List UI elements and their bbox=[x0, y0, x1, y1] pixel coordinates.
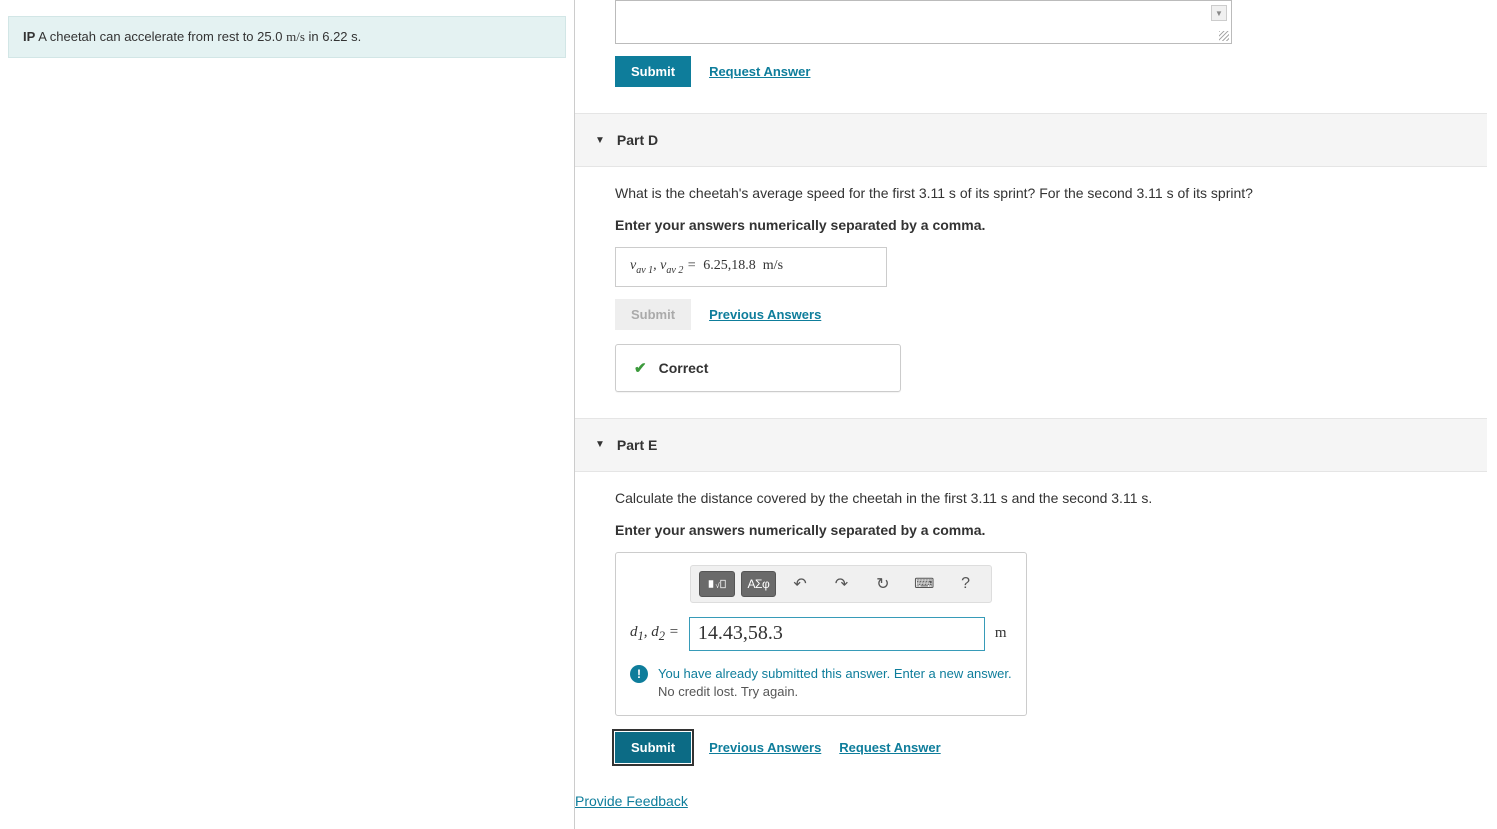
previous-answers-link[interactable]: Previous Answers bbox=[709, 740, 821, 755]
part-d-body: What is the cheetah's average speed for … bbox=[575, 167, 1487, 392]
collapse-icon: ▼ bbox=[595, 439, 605, 450]
problem-text-a: A cheetah can accelerate from rest to bbox=[35, 29, 257, 44]
part-d-instruction: Enter your answers numerically separated… bbox=[615, 217, 1487, 233]
keyboard-button[interactable]: ⌨ bbox=[906, 571, 941, 597]
page-layout: IP A cheetah can accelerate from rest to… bbox=[0, 0, 1497, 829]
problem-prefix: IP bbox=[23, 29, 35, 44]
info-icon: ! bbox=[630, 665, 648, 683]
problem-text-b: in 6.22 s. bbox=[305, 29, 361, 44]
part-d-header[interactable]: ▼ Part D bbox=[575, 113, 1487, 167]
request-answer-link[interactable]: Request Answer bbox=[839, 740, 940, 755]
reset-button[interactable]: ↻ bbox=[865, 571, 900, 597]
part-d-vars: vav 1, vav 2 = bbox=[630, 258, 696, 273]
template-button[interactable]: √ bbox=[699, 571, 735, 597]
part-e-vars: d1, d2 = bbox=[630, 624, 679, 644]
redo-button[interactable]: ↷ bbox=[824, 571, 859, 597]
provide-feedback-link[interactable]: Provide Feedback bbox=[575, 793, 688, 809]
notice-line-1: You have already submitted this answer. … bbox=[658, 665, 1012, 683]
greek-button[interactable]: ΑΣφ bbox=[741, 571, 777, 597]
resize-grip-icon[interactable] bbox=[1219, 31, 1229, 41]
part-d-answer-value: 6.25,18.8 bbox=[703, 258, 756, 273]
problem-statement: IP A cheetah can accelerate from rest to… bbox=[8, 16, 566, 58]
part-d-answer-display: vav 1, vav 2 = 6.25,18.8 m/s bbox=[615, 247, 887, 287]
notice-text: You have already submitted this answer. … bbox=[658, 665, 1012, 701]
part-e-body: Calculate the distance covered by the ch… bbox=[575, 472, 1487, 763]
collapse-icon: ▼ bbox=[595, 135, 605, 146]
part-e-title: Part E bbox=[617, 437, 657, 453]
part-e-question: Calculate the distance covered by the ch… bbox=[615, 490, 1487, 506]
undo-button[interactable]: ↶ bbox=[782, 571, 817, 597]
part-e-unit: m bbox=[995, 625, 1007, 642]
part-e-button-row: Submit Previous Answers Request Answer bbox=[615, 732, 1487, 763]
correct-label: Correct bbox=[659, 360, 709, 376]
notice-line-2: No credit lost. Try again. bbox=[658, 683, 1012, 701]
part-d-unit: m/s bbox=[763, 258, 783, 273]
part-d-title: Part D bbox=[617, 132, 658, 148]
submit-button[interactable]: Submit bbox=[615, 56, 691, 87]
problem-unit: m/s bbox=[286, 29, 305, 44]
top-button-row: Submit Request Answer bbox=[615, 56, 1487, 87]
answer-input[interactable] bbox=[689, 617, 985, 651]
svg-text:√: √ bbox=[715, 581, 720, 590]
part-e-instruction: Enter your answers numerically separated… bbox=[615, 522, 1487, 538]
equation-toolbar: √ ΑΣφ ↶ ↷ ↻ ⌨ ? bbox=[690, 565, 992, 603]
submit-button-disabled: Submit bbox=[615, 299, 691, 330]
answer-input-row: d1, d2 = m bbox=[630, 617, 1012, 651]
check-icon: ✔ bbox=[634, 359, 647, 377]
essay-answer-box[interactable]: ▼ bbox=[615, 0, 1232, 44]
request-answer-link[interactable]: Request Answer bbox=[709, 64, 810, 79]
left-column: IP A cheetah can accelerate from rest to… bbox=[0, 0, 575, 829]
correct-feedback: ✔ Correct bbox=[615, 344, 901, 392]
right-column: ▼ Submit Request Answer ▼ Part D What is… bbox=[575, 0, 1497, 829]
answer-input-panel: √ ΑΣφ ↶ ↷ ↻ ⌨ ? d1, d2 = m ! bbox=[615, 552, 1027, 716]
submit-button[interactable]: Submit bbox=[615, 732, 691, 763]
help-button[interactable]: ? bbox=[948, 571, 983, 597]
part-e-header[interactable]: ▼ Part E bbox=[575, 418, 1487, 472]
previous-answers-link[interactable]: Previous Answers bbox=[709, 307, 821, 322]
part-d-question: What is the cheetah's average speed for … bbox=[615, 185, 1487, 201]
resubmit-notice: ! You have already submitted this answer… bbox=[630, 665, 1012, 701]
dropdown-icon[interactable]: ▼ bbox=[1211, 5, 1227, 21]
part-d-button-row: Submit Previous Answers bbox=[615, 299, 1487, 330]
problem-value: 25.0 bbox=[257, 29, 282, 44]
feedback-row: Provide Feedback bbox=[575, 793, 1487, 809]
